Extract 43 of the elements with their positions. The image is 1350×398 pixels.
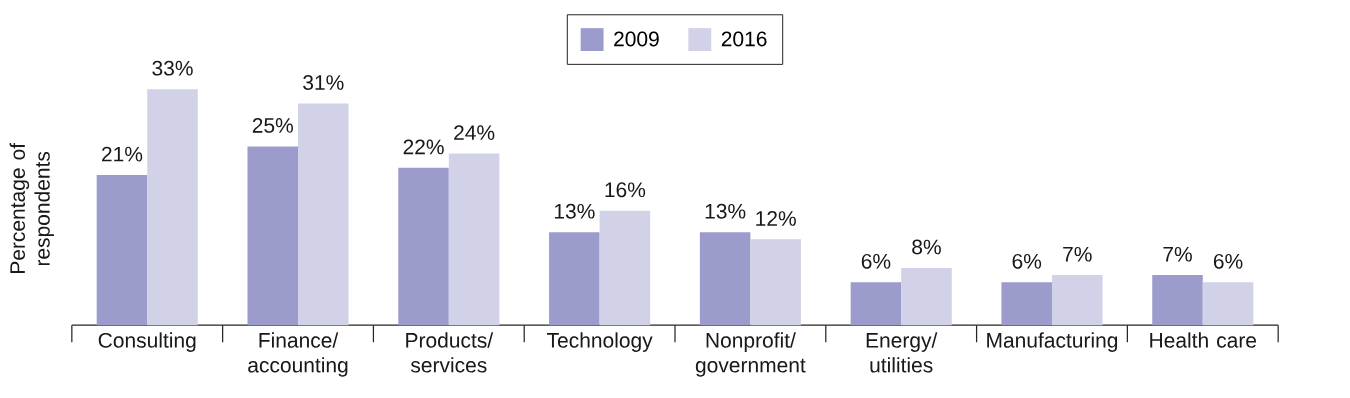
data-label: 6% [861,254,891,269]
data-label: 25% [252,118,293,134]
x-tick-label: Manufacturing [987,332,1118,353]
x-tick-label: Finance/ accounting [248,332,348,377]
data-label: 7% [1163,247,1192,262]
bar [247,146,299,326]
data-label: 6% [1213,254,1243,269]
data-label: 24% [454,125,495,141]
bar [1051,275,1103,326]
bar [549,232,600,326]
bar [1001,282,1052,326]
data-label: 13% [705,203,746,219]
bar [750,239,801,326]
bar [1152,275,1203,326]
bar [298,103,349,326]
x-tick-label: Technology [547,332,653,353]
data-label: 33% [152,60,193,76]
data-label: 7% [1063,247,1092,262]
legend-label: 2009 [614,31,659,47]
x-tick-label: Energy/ utilities [866,332,938,373]
bar [448,153,500,326]
bar [398,168,449,326]
x-tick-label: Health care [1150,332,1257,348]
bar [147,89,198,326]
legend-label: 2016 [721,31,767,47]
data-label: 31% [303,75,344,91]
bar [599,210,651,326]
x-tick-label: Consulting [98,332,196,353]
bar [1202,282,1254,326]
bar [699,232,751,326]
y-axis-title: Percentage of respondents [9,143,54,274]
data-label: 13% [554,203,595,219]
x-tick-label: Products/ services [406,332,494,373]
data-label: 8% [912,239,941,255]
bar [850,282,902,326]
data-label: 21% [102,146,143,162]
data-label: 22% [403,139,444,155]
data-label: 6% [1012,254,1042,269]
bar [901,268,952,326]
bar [96,175,148,326]
x-tick-label: Nonprofit/ government [695,332,806,377]
data-label: 16% [605,182,646,198]
data-label: 12% [756,211,796,226]
